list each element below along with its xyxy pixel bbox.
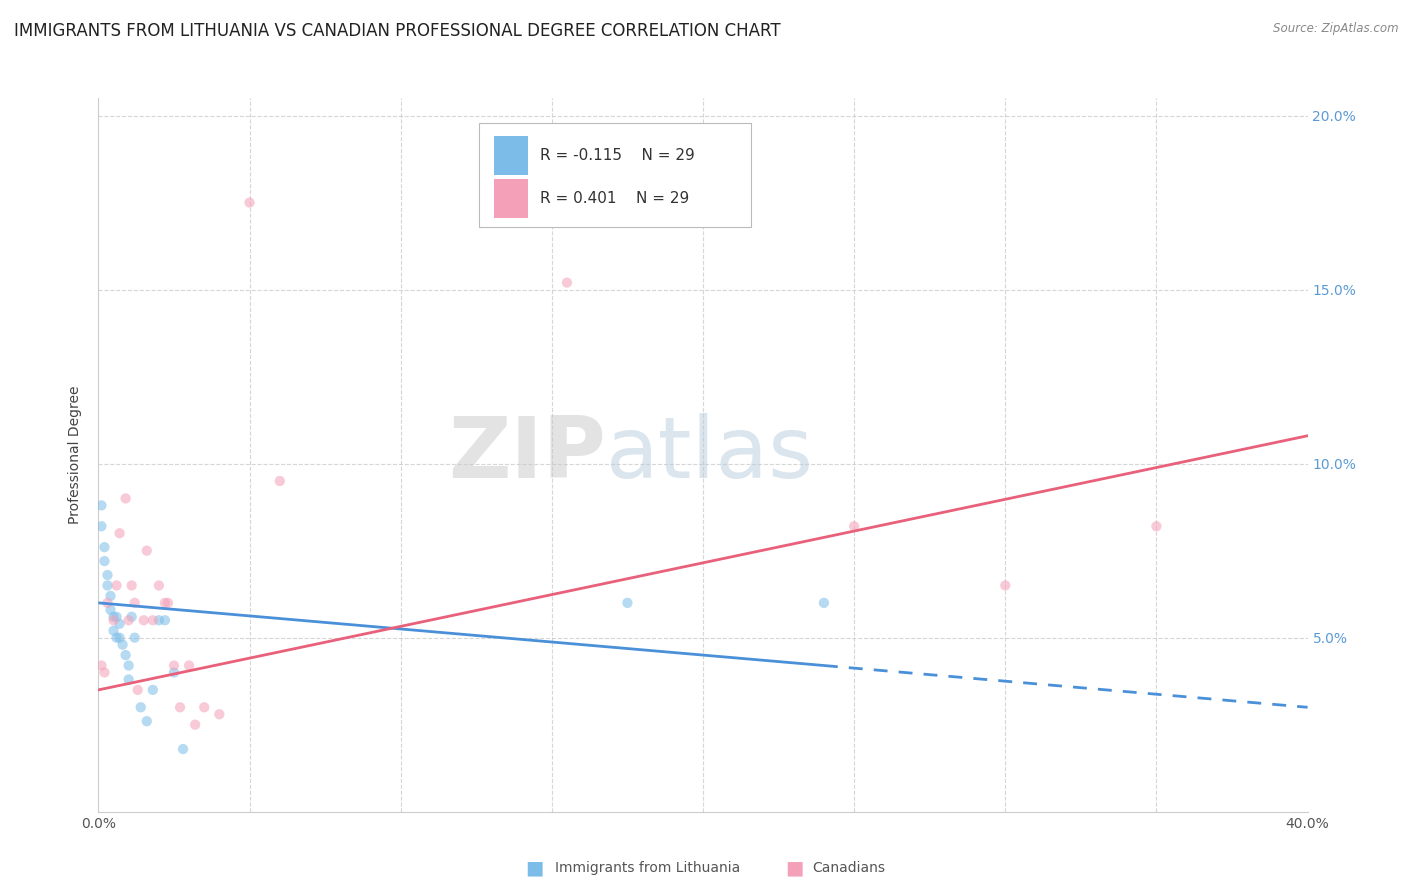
Point [93,540,115,554]
Point [93,665,115,680]
Point [100,589,122,603]
Point [90,499,112,513]
Point [555,276,578,290]
Point [129,700,152,714]
Point [124,596,146,610]
Point [844,519,866,533]
Point [103,609,125,624]
Text: ■: ■ [524,858,544,878]
Point [111,638,134,652]
Text: R = 0.401    N = 29: R = 0.401 N = 29 [540,191,689,206]
Point [142,613,165,627]
Point [121,609,143,624]
Point [105,578,128,592]
Point [148,578,170,592]
Text: ■: ■ [785,858,804,878]
Point [163,658,186,673]
Point [121,578,143,592]
Point [103,613,125,627]
Text: atlas: atlas [606,413,814,497]
Point [105,631,128,645]
Point [163,665,186,680]
Point [135,714,157,729]
Point [269,474,291,488]
Point [813,596,835,610]
Text: ZIP: ZIP [449,413,606,497]
Point [108,616,131,631]
Point [1144,519,1167,533]
Point [127,682,149,697]
Point [179,658,201,673]
Text: Source: ZipAtlas.com: Source: ZipAtlas.com [1274,22,1399,36]
Point [118,673,141,687]
Point [90,658,112,673]
Text: R = -0.115    N = 29: R = -0.115 N = 29 [540,148,695,163]
Point [169,700,191,714]
Point [96,578,118,592]
Point [100,603,122,617]
Point [108,631,131,645]
Text: Canadians: Canadians [813,861,886,875]
Point [96,596,118,610]
Point [994,578,1017,592]
Point [135,543,157,558]
Point [153,596,176,610]
Point [105,609,128,624]
Bar [494,136,527,175]
Point [114,491,136,506]
Point [184,717,207,731]
Point [239,195,262,210]
Point [132,613,155,627]
Bar [494,178,527,218]
Point [96,568,118,582]
Text: Immigrants from Lithuania: Immigrants from Lithuania [555,861,741,875]
Point [193,700,215,714]
Point [142,682,165,697]
Point [208,707,231,722]
Point [90,519,112,533]
Point [172,742,194,756]
Text: IMMIGRANTS FROM LITHUANIA VS CANADIAN PROFESSIONAL DEGREE CORRELATION CHART: IMMIGRANTS FROM LITHUANIA VS CANADIAN PR… [14,22,780,40]
Point [114,648,136,662]
Point [118,613,141,627]
Y-axis label: Professional Degree: Professional Degree [69,385,83,524]
Point [616,596,638,610]
Point [153,613,176,627]
Point [93,554,115,568]
Point [103,624,125,638]
Point [124,631,146,645]
FancyBboxPatch shape [479,123,751,227]
Point [108,526,131,541]
Point [156,596,179,610]
Point [148,613,170,627]
Point [118,658,141,673]
